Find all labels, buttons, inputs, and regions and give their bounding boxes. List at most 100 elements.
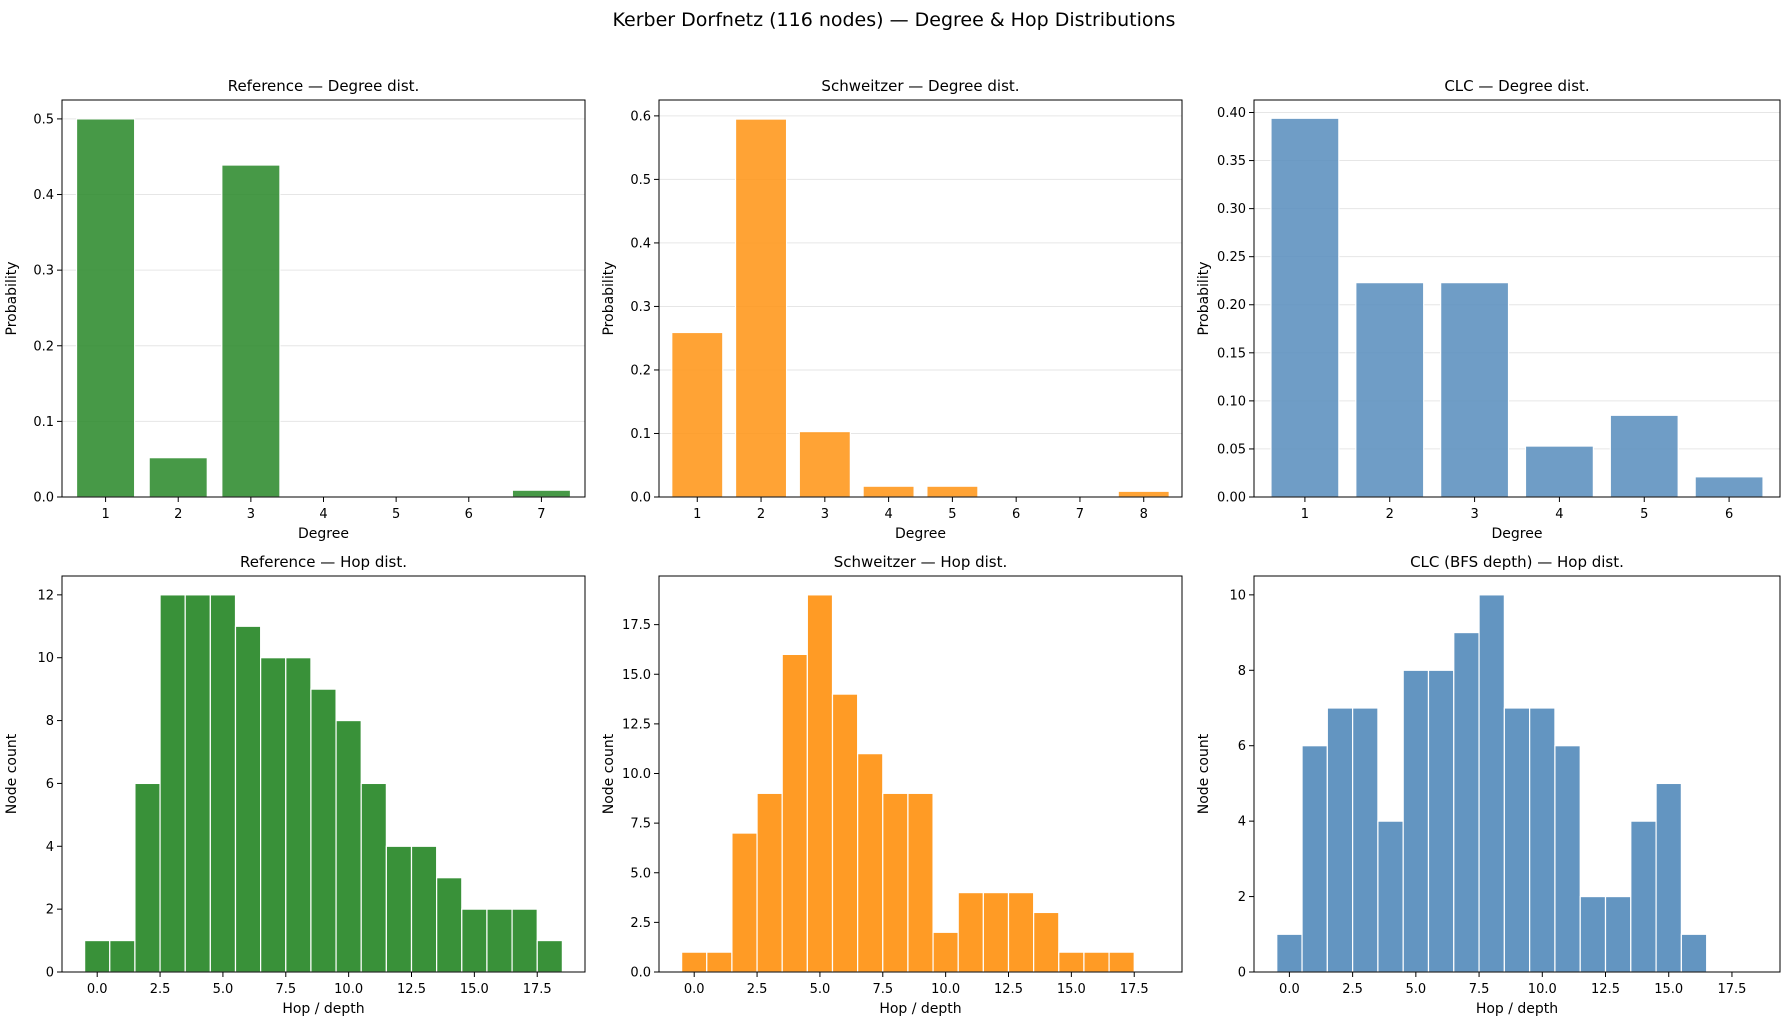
y-tick-label: 0.1 xyxy=(630,427,651,442)
axes-frame xyxy=(61,575,586,973)
y-tick-label: 0.10 xyxy=(1217,394,1246,409)
y-tick-label: 2.5 xyxy=(630,916,651,931)
bar xyxy=(260,657,287,973)
chart-panel-2: 1 2 3 4 5 6 0.00 0.05 0.10 0.15 0.20 0.25 0.30 0.35 0.… xyxy=(1196,77,1781,542)
x-tick-label: 3 xyxy=(247,507,255,522)
bar xyxy=(209,594,237,973)
bar xyxy=(134,782,161,973)
y-tick-label: 0.0 xyxy=(630,966,651,981)
y-tick-label: 0.5 xyxy=(33,112,54,127)
bar xyxy=(831,693,859,973)
x-tick-label: 12.5 xyxy=(1591,982,1620,997)
x-axis-label: Hop / depth xyxy=(282,1001,364,1017)
bar xyxy=(706,951,733,973)
x-tick-label: 5.0 xyxy=(1406,982,1427,997)
y-tick-label: 5.0 xyxy=(630,866,651,881)
chart-panel-1: 1 2 3 4 5 6 7 8 0.0 0.1 0.2 0.3 0.4 0.5 0.6 Schweitzer … xyxy=(601,77,1183,542)
y-tick-label: 0.15 xyxy=(1217,346,1246,361)
y-tick-label: 10.0 xyxy=(622,767,651,782)
y-tick-label: 0.00 xyxy=(1217,491,1246,506)
bar xyxy=(436,877,463,973)
bar xyxy=(1609,414,1679,498)
bar xyxy=(1270,117,1340,498)
y-tick-label: 0.3 xyxy=(630,300,651,315)
bar xyxy=(756,792,783,973)
panel-title: CLC (BFS depth) — Hop dist. xyxy=(1410,553,1624,571)
bar xyxy=(159,594,186,973)
x-tick-label: 0.0 xyxy=(684,982,705,997)
panel-title: Schweitzer — Degree dist. xyxy=(821,77,1019,95)
x-tick-label: 10.0 xyxy=(334,982,363,997)
x-tick-label: 15.0 xyxy=(1057,982,1086,997)
x-tick-label: 7.5 xyxy=(872,982,893,997)
bar xyxy=(184,594,211,973)
y-tick-label: 6 xyxy=(1238,739,1246,754)
bar xyxy=(310,688,337,973)
x-tick-label: 4 xyxy=(1555,507,1563,522)
bar xyxy=(1301,745,1328,973)
x-tick-label: 17.5 xyxy=(1120,982,1149,997)
bar xyxy=(781,653,808,973)
y-tick-label: 12 xyxy=(37,588,54,603)
x-tick-label: 2.5 xyxy=(1342,982,1363,997)
x-tick-label: 0.0 xyxy=(87,982,108,997)
x-tick-label: 4 xyxy=(884,507,892,522)
x-tick-label: 8 xyxy=(1140,507,1148,522)
y-tick-label: 0.20 xyxy=(1217,298,1246,313)
bar xyxy=(1604,895,1632,973)
y-axis-label: Node count xyxy=(601,733,617,814)
bar xyxy=(1529,707,1556,973)
y-tick-label: 0 xyxy=(46,966,54,981)
y-tick-label: 0 xyxy=(1238,966,1246,981)
y-tick-label: 0.0 xyxy=(630,491,651,506)
x-tick-label: 3 xyxy=(821,507,829,522)
bar xyxy=(1007,892,1035,973)
x-tick-label: 6 xyxy=(1012,507,1020,522)
x-tick-label: 5.0 xyxy=(213,982,234,997)
x-tick-label: 2.5 xyxy=(150,982,171,997)
axes-frame xyxy=(1253,575,1781,973)
x-tick-label: 7.5 xyxy=(275,982,296,997)
y-axis-label: Node count xyxy=(1196,733,1212,814)
bar xyxy=(1377,820,1404,973)
bar xyxy=(1352,707,1379,973)
bar xyxy=(1033,911,1060,973)
bar xyxy=(148,457,208,498)
y-tick-label: 0.35 xyxy=(1217,154,1246,169)
y-tick-label: 0.5 xyxy=(630,173,651,188)
x-tick-label: 2 xyxy=(757,507,765,522)
bar xyxy=(862,485,915,498)
y-tick-label: 0.4 xyxy=(630,236,651,251)
x-axis-label: Hop / depth xyxy=(1476,1001,1558,1017)
bar xyxy=(75,118,136,498)
bar xyxy=(1276,933,1303,973)
bar xyxy=(84,939,111,973)
y-tick-label: 0.1 xyxy=(33,415,54,430)
bar xyxy=(1478,594,1505,973)
axes-frame xyxy=(1253,99,1781,498)
bar xyxy=(385,845,413,973)
x-tick-label: 6 xyxy=(1725,507,1733,522)
bar xyxy=(234,625,262,973)
bar xyxy=(1453,631,1480,973)
x-tick-label: 1 xyxy=(693,507,701,522)
bar xyxy=(926,485,979,498)
y-tick-label: 0.30 xyxy=(1217,202,1246,217)
bar xyxy=(285,657,312,973)
y-tick-label: 0.4 xyxy=(33,188,54,203)
y-tick-label: 8 xyxy=(46,714,54,729)
y-tick-label: 15.0 xyxy=(622,668,651,683)
bar xyxy=(1554,745,1581,973)
bar xyxy=(486,908,513,973)
bar xyxy=(1630,820,1657,973)
y-axis-label: Probability xyxy=(1196,261,1212,335)
axes-frame xyxy=(61,99,586,498)
y-tick-label: 10 xyxy=(37,651,54,666)
bar xyxy=(681,951,708,973)
chart-panel-4: 0.0 2.5 5.0 7.5 10.0 12.5 15.0 17.5 0.0 2.5 5.0 7.5… xyxy=(601,553,1183,1017)
bar xyxy=(1427,669,1455,973)
x-tick-label: 12.5 xyxy=(397,982,426,997)
x-tick-label: 5.0 xyxy=(810,982,831,997)
x-tick-label: 4 xyxy=(319,507,327,522)
